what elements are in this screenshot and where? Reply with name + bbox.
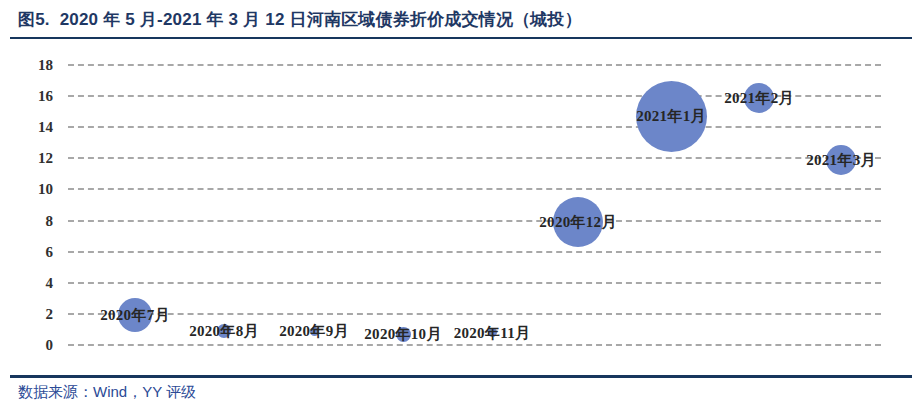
y-gridline-4 (68, 282, 881, 284)
data-point-label-2020年8月: 2020年8月 (189, 322, 259, 341)
report-figure-page: 图5. 2020 年 5 月-2021 年 3 月 12 日河南区域债券折价成交… (0, 0, 924, 415)
y-gridline-6 (68, 251, 881, 253)
data-point-label-2021年2月: 2021年2月 (724, 88, 794, 107)
data-point-label-2020年12月: 2020年12月 (539, 213, 616, 232)
y-tick-label-16: 16 (0, 87, 53, 105)
bubble-chart: 0 2 4 6 8 10 12 14 16 18 2020年7月 2020年8月 2020年9月 2020… (0, 0, 924, 415)
data-source-note: 数据来源：Wind，YY 评级 (18, 383, 196, 402)
y-gridline-12 (68, 157, 881, 159)
y-tick-label-10: 10 (0, 180, 53, 198)
footer-rule (10, 375, 912, 378)
y-gridline-8 (68, 220, 881, 222)
y-tick-label-8: 8 (0, 212, 53, 230)
data-point-label-2020年7月: 2020年7月 (100, 306, 170, 325)
y-tick-label-2: 2 (0, 305, 53, 323)
data-point-label-2020年9月: 2020年9月 (279, 322, 349, 341)
y-tick-label-0: 0 (0, 336, 53, 354)
y-tick-label-6: 6 (0, 243, 53, 261)
y-tick-label-12: 12 (0, 149, 53, 167)
y-gridline-0 (68, 344, 881, 346)
y-gridline-10 (68, 188, 881, 190)
data-point-label-2020年10月: 2020年10月 (364, 325, 441, 344)
y-tick-label-14: 14 (0, 118, 53, 136)
data-point-label-2021年3月: 2021年3月 (806, 150, 876, 169)
y-tick-label-4: 4 (0, 274, 53, 292)
data-point-label-2020年11月: 2020年11月 (454, 323, 531, 342)
y-gridline-14 (68, 126, 881, 128)
y-gridline-18 (68, 64, 881, 66)
data-point-label-2021年1月: 2021年1月 (636, 107, 706, 126)
y-tick-label-18: 18 (0, 56, 53, 74)
y-gridline-2 (68, 313, 881, 315)
